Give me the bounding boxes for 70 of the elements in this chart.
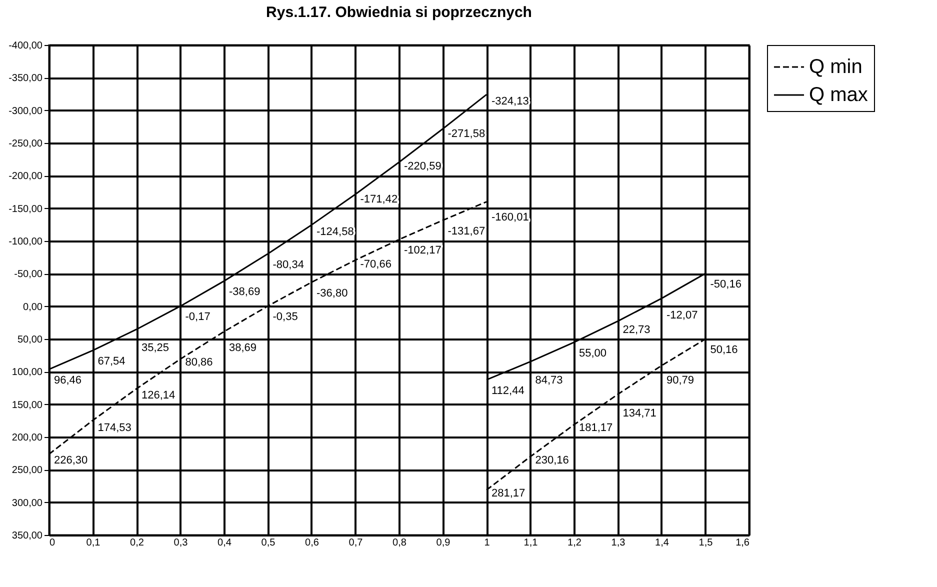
data-label: -220,59: [404, 160, 442, 173]
data-label: 35,25: [142, 342, 170, 354]
y-tick-label: -400,00: [8, 40, 43, 52]
x-tick-label: 0,2: [130, 538, 144, 548]
data-label: -171,42: [360, 193, 398, 206]
x-tick-label: 0,9: [436, 538, 451, 548]
data-label: -80,34: [272, 258, 304, 271]
data-label: 50,16: [710, 344, 738, 356]
x-tick-label: 0,1: [86, 538, 101, 548]
data-label: 38,69: [229, 342, 257, 354]
data-label: 55,00: [579, 347, 607, 360]
x-tick-label: 0,4: [218, 538, 232, 548]
x-tick-label: 1,3: [611, 538, 626, 548]
data-label: 181,17: [579, 422, 613, 434]
legend-label: Q min: [809, 56, 862, 78]
data-label: -160,01: [492, 211, 529, 224]
y-tick-label: -250,00: [8, 138, 43, 150]
data-label: -12,07: [666, 309, 698, 322]
x-tick-label: 1,4: [655, 538, 670, 548]
y-tick-label: -350,00: [8, 73, 43, 84]
x-tick-label: 1,2: [568, 538, 582, 548]
y-tick-label: -150,00: [8, 204, 43, 215]
x-tick-label: 1: [484, 538, 490, 548]
data-label: -131,67: [448, 225, 486, 238]
y-tick-label: 200,00: [12, 432, 43, 444]
data-label: 112,44: [492, 384, 524, 397]
y-tick-label: 150,00: [12, 400, 43, 411]
data-label: -0,35: [272, 311, 298, 324]
data-label: -271,58: [448, 128, 486, 140]
x-tick-label: 0,7: [348, 538, 364, 548]
x-tick-label: 0,3: [174, 538, 188, 548]
data-label: -36,80: [316, 287, 348, 300]
x-tick-label: 0,8: [392, 538, 407, 548]
data-label: 22,73: [622, 324, 650, 336]
y-tick-label: 50,00: [17, 334, 43, 346]
y-tick-label: -100,00: [8, 236, 43, 248]
data-label: -38,69: [229, 286, 260, 298]
y-tick-label: 250,00: [12, 465, 43, 476]
x-tick-label: 1,5: [698, 538, 714, 548]
data-label: 90,79: [666, 374, 694, 387]
chart-title: Rys.1.17. Obwiednia si poprzecznych: [266, 4, 532, 21]
data-label: 96,46: [54, 374, 82, 386]
y-tick-label: 350,00: [12, 530, 43, 542]
data-label: 226,30: [54, 454, 88, 467]
data-label: 84,73: [535, 374, 563, 387]
data-label: 134,71: [622, 407, 656, 420]
x-tick-label: 1,1: [524, 538, 538, 548]
data-label: 230,16: [535, 454, 569, 467]
data-label: -124,58: [316, 226, 354, 238]
x-tick-label: 0: [50, 538, 56, 548]
legend-label: Q max: [809, 84, 868, 106]
data-label: 80,86: [185, 356, 213, 369]
x-tick-label: 0,5: [261, 538, 276, 548]
y-tick-label: -200,00: [8, 171, 43, 182]
x-tick-label: 0,6: [305, 538, 320, 548]
y-tick-label: 300,00: [12, 498, 43, 509]
data-label: -324,13: [492, 95, 529, 108]
data-label: 281,17: [492, 487, 526, 500]
data-label: 67,54: [98, 355, 126, 368]
y-tick-label: -300,00: [8, 106, 43, 117]
y-tick-label: 0,00: [23, 302, 43, 313]
x-tick-label: 1,6: [736, 538, 750, 548]
data-label: -0,17: [185, 311, 210, 324]
data-label: -102,17: [404, 244, 442, 257]
data-label: -70,66: [360, 258, 392, 271]
data-label: -50,16: [710, 278, 742, 291]
y-tick-label: -50,00: [14, 269, 43, 280]
data-label: 126,14: [142, 389, 176, 402]
data-label: 174,53: [98, 422, 132, 434]
y-tick-label: 100,00: [12, 367, 43, 378]
